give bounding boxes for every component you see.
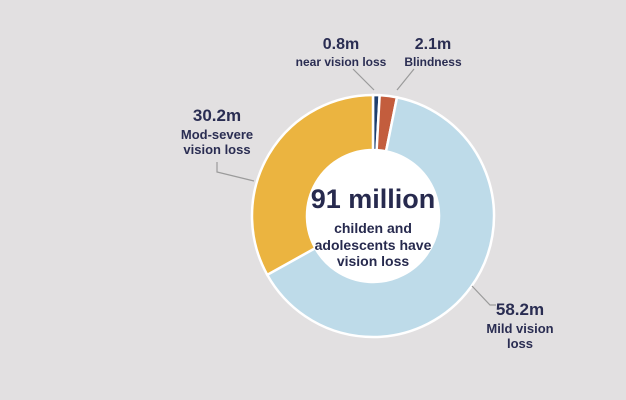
mild-vision-loss-label: Mild vision loss <box>486 321 554 351</box>
callout-mod-severe-vision-loss: 30.2m Mod-severe vision loss <box>157 106 277 157</box>
mild-vision-loss-value: 58.2m <box>495 300 545 319</box>
callout-near-vision-loss: 0.8m near vision loss <box>281 36 401 69</box>
blindness-value: 2.1m <box>414 36 452 53</box>
total-subtext: childen and adolescents have vision loss <box>314 220 432 269</box>
mod-severe-value: 30.2m <box>192 106 242 125</box>
total-headline: 91 million <box>310 184 436 214</box>
mod-severe-label: Mod-severe vision loss <box>180 127 254 157</box>
near-vision-loss-label: near vision loss <box>295 55 387 69</box>
leader-line-mild <box>471 285 496 306</box>
leader-line-near-vision-loss <box>352 68 375 91</box>
leader-line-blindness <box>396 68 415 91</box>
donut-segments <box>250 93 496 339</box>
callout-mild-vision-loss: 58.2m Mild vision loss <box>460 300 580 351</box>
donut-hole <box>307 150 439 282</box>
blindness-label: Blindness <box>404 55 462 69</box>
callout-blindness: 2.1m Blindness <box>373 36 493 69</box>
leader-line-mod-severe <box>216 162 255 182</box>
donut-center-text: 91 million childen and adolescents have … <box>288 184 458 270</box>
near-vision-loss-value: 0.8m <box>322 36 360 53</box>
